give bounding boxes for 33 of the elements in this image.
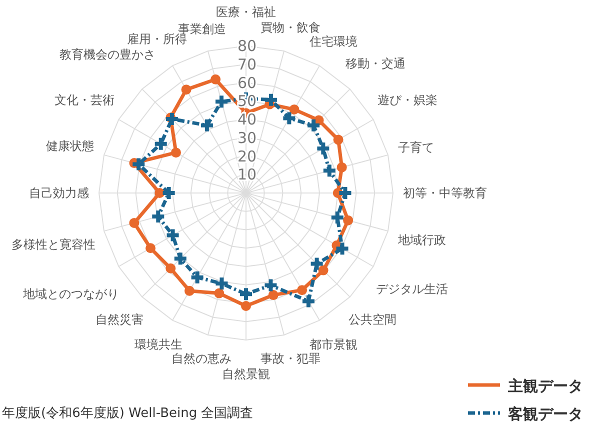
spoke-label: 事業創造: [178, 22, 226, 36]
spoke-label: 子育て: [398, 140, 434, 154]
spoke-label: 教育機会の豊かさ: [59, 47, 156, 62]
y-tick-label: 80: [237, 37, 257, 55]
legend-label: 客観データ: [507, 405, 583, 423]
spoke-label: 自然景観: [222, 367, 270, 381]
spoke-label: 自然災害: [95, 312, 144, 327]
text: 年度版(令和6年度版) Well-Being 全国調査: [2, 405, 254, 421]
spoke-label: 遊び・娯楽: [377, 92, 438, 107]
spoke-label: 公共空間: [348, 312, 397, 327]
spoke-label: 移動・交通: [346, 56, 406, 70]
spoke-label: 買物・飲食: [260, 20, 320, 34]
spoke-label: 健康状態: [46, 138, 94, 153]
spoke-label: 初等・中等教育: [403, 186, 487, 200]
legend-label: 主観データ: [507, 377, 583, 395]
spoke-label: 住宅環境: [308, 34, 358, 48]
spoke-label: 自己効力感: [29, 186, 89, 200]
y-tick-label: 40: [237, 110, 257, 128]
y-tick-label: 70: [237, 55, 257, 74]
spoke-label: 医療・福祉: [216, 5, 276, 19]
y-tick-label: 60: [237, 74, 257, 92]
spoke-label: デジタル生活: [376, 282, 448, 296]
spoke-label: 地域とのつながり: [22, 287, 120, 302]
spoke-label: 自然の恵み: [172, 352, 232, 366]
spoke-label: 文化・芸術: [54, 92, 115, 107]
spoke-label: 環境共生: [134, 338, 182, 352]
spoke-label: 地域行政: [396, 233, 446, 248]
y-tick-label: 10: [237, 166, 257, 184]
y-tick-label: 20: [237, 147, 257, 166]
spoke-label: 都市景観: [310, 338, 358, 352]
spoke-label: 事故・犯罪: [260, 352, 320, 366]
spoke-label: 多様性と寛容性: [11, 238, 96, 252]
y-tick-label: 30: [237, 128, 257, 147]
